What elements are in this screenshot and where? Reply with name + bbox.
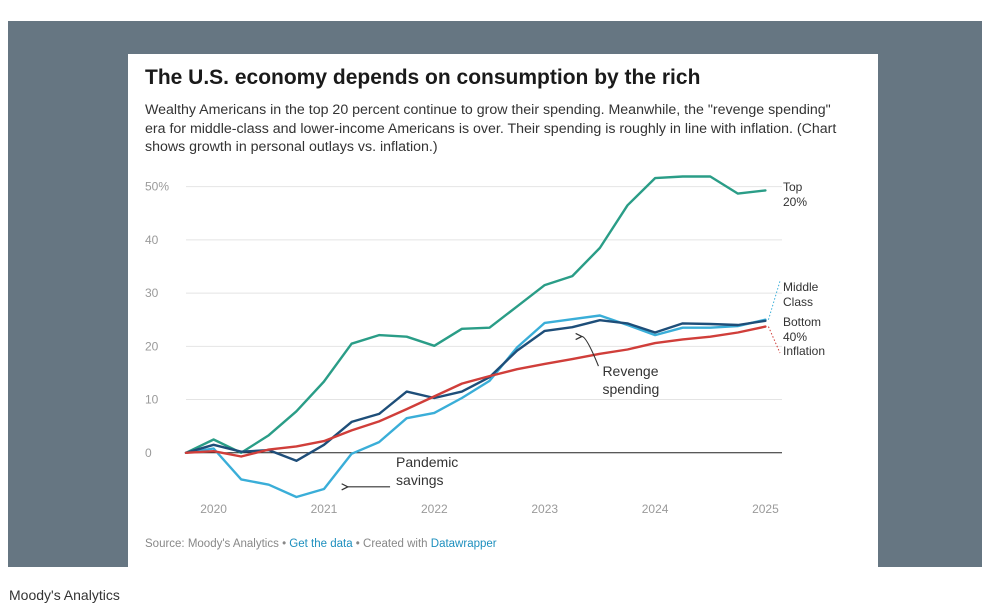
- series-leader-middle-class: [767, 280, 781, 320]
- y-tick-label: 0: [145, 446, 152, 460]
- annotation-text: Revenge spending: [602, 363, 659, 397]
- annotation-text: Pandemic savings: [396, 454, 458, 488]
- series-line-middle-class: [184, 314, 767, 499]
- y-tick-label: 10: [145, 393, 159, 407]
- chart-subtitle: Wealthy Americans in the top 20 percent …: [145, 102, 837, 155]
- x-tick-label: 2025: [752, 502, 779, 516]
- chart-title: The U.S. economy depends on consumption …: [145, 66, 701, 89]
- series-line-inflation: [184, 325, 767, 458]
- series-label-inflation: Inflation: [783, 344, 825, 358]
- y-tick-label: 50%: [145, 180, 169, 194]
- series-label-bottom-40: Bottom 40%: [783, 315, 821, 344]
- x-tick-label: 2022: [421, 502, 448, 516]
- series-line-top-20: [184, 175, 767, 454]
- chart-footer: Source: Moody's Analytics • Get the data…: [145, 538, 497, 550]
- get-data-link[interactable]: Get the data: [289, 538, 353, 550]
- x-tick-label: 2020: [200, 502, 227, 516]
- datawrapper-link[interactable]: Datawrapper: [430, 538, 497, 550]
- x-tick-label: 2021: [311, 502, 338, 516]
- series-label-middle-class: Middle Class: [783, 280, 819, 309]
- annotation-arrow: [582, 336, 599, 367]
- chart-card: The U.S. economy depends on consumption …: [128, 54, 878, 576]
- series-label-top-20: Top 20%: [783, 180, 807, 209]
- series-line-bottom-40: [184, 319, 767, 462]
- footer-separator: •: [278, 538, 290, 550]
- series-leader-inflation: [767, 326, 781, 354]
- chart-frame: The U.S. economy depends on consumption …: [8, 21, 982, 576]
- x-tick-label: 2023: [531, 502, 558, 516]
- y-tick-label: 30: [145, 286, 159, 300]
- x-tick-label: 2024: [642, 502, 669, 516]
- line-chart: 0 10 20 30 40 50% 2020 2021 2022 2023 2024 2025 Top 2…: [145, 175, 825, 516]
- y-tick-label: 20: [145, 339, 159, 353]
- y-tick-label: 40: [145, 233, 159, 247]
- image-caption: Moody's Analytics: [9, 587, 120, 603]
- footer-created-with: • Created with: [352, 538, 431, 550]
- source-text: Source: Moody's Analytics: [145, 538, 279, 550]
